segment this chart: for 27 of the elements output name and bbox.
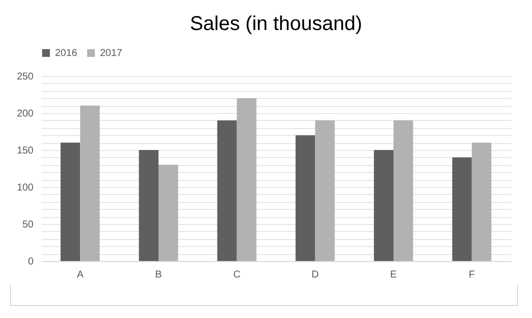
legend-label: 2017 — [100, 48, 123, 59]
y-tick-label: 250 — [16, 72, 34, 82]
bar — [374, 150, 394, 261]
x-tick-label: C — [233, 270, 240, 280]
legend-label: 2016 — [55, 48, 78, 59]
y-tick-label: 200 — [16, 108, 34, 120]
bar — [236, 98, 256, 261]
x-tick-label: D — [312, 270, 319, 280]
bar — [80, 106, 100, 261]
y-tick-label: 100 — [16, 182, 34, 194]
x-tick-label: F — [468, 270, 475, 280]
bar — [158, 164, 178, 261]
bar — [60, 142, 80, 261]
chart-title: Sales (in thousand) — [190, 13, 362, 35]
x-tick-label: E — [390, 270, 398, 280]
bar — [217, 120, 237, 261]
bar — [452, 157, 472, 261]
y-tick-label: 150 — [16, 146, 34, 156]
x-tick-label: A — [76, 270, 84, 280]
x-tick-label: B — [155, 270, 162, 280]
bar — [394, 120, 414, 261]
bar — [138, 150, 158, 261]
y-tick-label: 50 — [22, 220, 34, 230]
bar — [472, 142, 492, 261]
bar — [296, 135, 316, 261]
bar — [315, 120, 335, 261]
y-tick-label: 0 — [28, 256, 34, 268]
